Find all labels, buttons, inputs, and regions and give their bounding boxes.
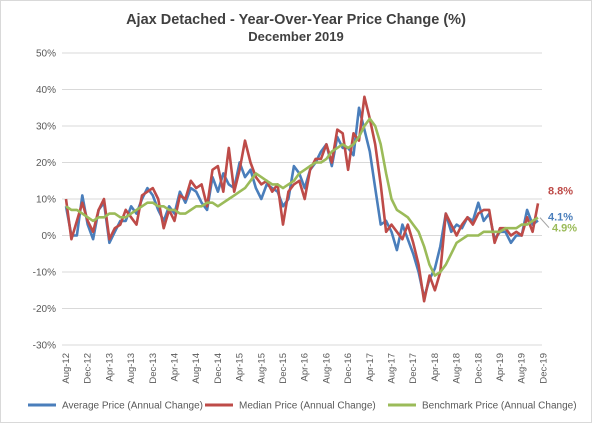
x-tick-label: Apr-16	[300, 353, 311, 382]
series-lines	[64, 95, 540, 303]
x-tick-label: Aug-13	[126, 353, 137, 384]
x-tick-label: Apr-14	[170, 353, 181, 382]
series-line	[65, 117, 539, 277]
x-tick-label: Apr-13	[104, 353, 115, 382]
series-line	[64, 95, 540, 303]
x-tick-label: Dec-18	[473, 353, 484, 384]
y-tick-label: 0%	[42, 231, 57, 242]
x-tick-label: Aug-15	[256, 353, 267, 384]
x-tick-label: Dec-16	[343, 353, 354, 384]
x-tick-label: Aug-16	[321, 353, 332, 384]
x-tick-label: Dec-19	[538, 353, 549, 384]
y-tick-label: -10%	[33, 268, 56, 279]
x-tick-label: Aug-17	[387, 353, 398, 384]
legend-label: Benchmark Price (Annual Change)	[422, 401, 577, 412]
x-tick-label: Dec-17	[408, 353, 419, 384]
end-label: 4.9%	[552, 223, 577, 235]
y-tick-label: 50%	[36, 49, 56, 60]
series-end-labels: 4.1% 8.8% 4.9%	[539, 185, 577, 235]
end-label: 8.8%	[548, 185, 573, 197]
legend-label: Average Price (Annual Change)	[62, 401, 203, 412]
chart-subtitle: December 2019	[248, 29, 344, 44]
x-tick-label: Apr-18	[430, 353, 441, 382]
legend-label: Median Price (Annual Change)	[239, 401, 376, 412]
x-tick-label: Dec-13	[148, 353, 159, 384]
y-tick-label: 10%	[36, 195, 56, 206]
x-tick-label: Apr-15	[235, 353, 246, 382]
x-tick-label: Dec-15	[278, 353, 289, 384]
x-tick-label: Aug-12	[61, 353, 72, 384]
y-axis-tick-labels: -30% -20% -10% 0% 10% 20% 30% 40% 50%	[33, 49, 56, 352]
y-tick-label: 40%	[36, 85, 56, 96]
x-tick-label: Apr-19	[495, 353, 506, 382]
x-tick-label: Aug-14	[191, 353, 202, 384]
y-tick-label: -20%	[33, 304, 56, 315]
gridlines	[62, 52, 542, 346]
x-tick-label: Dec-12	[83, 353, 94, 384]
y-tick-label: 30%	[36, 122, 56, 133]
x-axis-tick-labels: Aug-12 Dec-12 Apr-13 Aug-13 Dec-13 Apr-14 Aug-…	[61, 353, 549, 384]
chart-title: Ajax Detached - Year-Over-Year Price Cha…	[126, 12, 466, 28]
x-tick-label: Aug-18	[452, 353, 463, 384]
end-label-leader	[539, 217, 550, 228]
legend: Average Price (Annual Change) Median Pric…	[28, 401, 577, 412]
series-line	[64, 106, 539, 299]
x-tick-label: Apr-17	[365, 353, 376, 382]
x-tick-label: Dec-14	[213, 353, 224, 384]
x-tick-label: Aug-19	[517, 353, 528, 384]
end-label: 4.1%	[548, 212, 573, 224]
y-tick-label: -30%	[33, 341, 56, 352]
y-tick-label: 20%	[36, 158, 56, 169]
